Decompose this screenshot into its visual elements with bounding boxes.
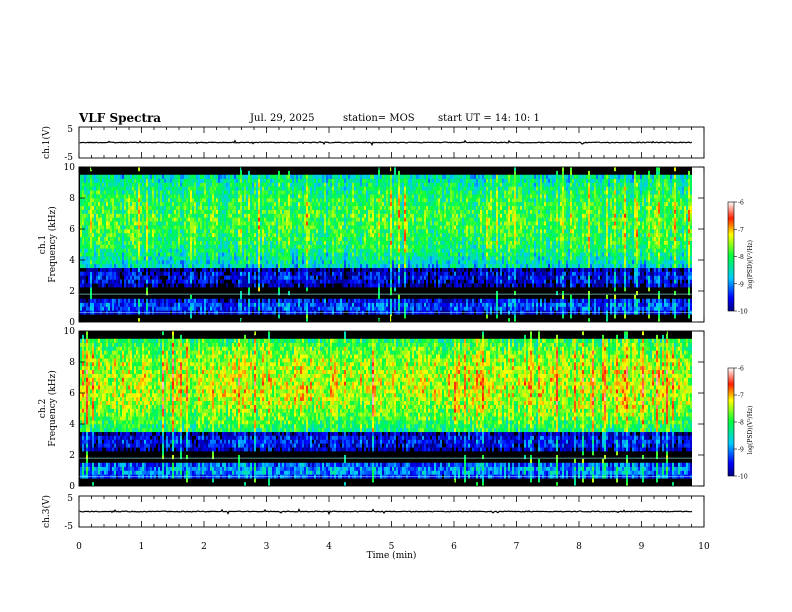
ch2-spectrogram-ytick-label: 10 <box>64 327 76 337</box>
ch3-waveform-ytick-label: 5 <box>67 494 73 504</box>
ch2-spectrogram-colorbar <box>727 367 735 477</box>
ch1-spectrogram-heatmap <box>79 167 704 323</box>
ch2-spectrogram-ytick-label: 6 <box>69 389 75 399</box>
ch1-spectrogram-ytick-label: 8 <box>69 194 75 204</box>
ch1-spectrogram-colorbar-tick-label: -9 <box>738 281 744 288</box>
ch1-waveform-ylabel: ch.1(V) <box>41 126 52 159</box>
ch1-spectrogram-colorbar <box>727 201 735 312</box>
ch1-spectrogram-ytick-label: 0 <box>69 318 75 328</box>
x-tick-label: 7 <box>514 542 520 552</box>
ch1-waveform-ytick-label: -5 <box>64 153 73 163</box>
ch2-spectrogram-colorbar-tick-label: -9 <box>738 447 744 454</box>
ch1-spectrogram-colorbar-tick-label: -6 <box>738 200 744 207</box>
ch1-spectrogram-colorbar-label: log(PSD)(V²/Hz) <box>747 240 754 289</box>
ch2-spectrogram-channel-label: ch.2 <box>38 399 48 418</box>
date-label: Jul. 29, 2025 <box>250 113 315 124</box>
ch3-waveform-trace <box>79 507 693 516</box>
x-axis-label: Time (min) <box>367 550 417 561</box>
ch2-spectrogram-nodata <box>692 331 704 486</box>
ch2-spectrogram-ylabel: Frequency (kHz) <box>47 370 58 447</box>
ch1-spectrogram-colorbar-tick-label: -10 <box>738 309 748 316</box>
x-tick-label: 3 <box>264 542 270 552</box>
ch1-waveform-ytick-label: 5 <box>67 125 73 135</box>
x-tick-label: 4 <box>326 542 332 552</box>
ch2-spectrogram-ytick-label: 0 <box>69 482 75 492</box>
ch3-waveform-ylabel: ch.3(V) <box>41 495 52 528</box>
ch2-spectrogram-colorbar-label: log(PSD)(V²/Hz) <box>747 406 754 455</box>
x-tick-label: 5 <box>389 542 395 552</box>
ch2-spectrogram-ytick-label: 2 <box>69 451 75 461</box>
ch1-spectrogram-ytick-label: 10 <box>64 163 76 173</box>
ch2-spectrogram-colorbar-tick-label: -8 <box>738 420 744 427</box>
ch2-spectrogram-ytick-label: 8 <box>69 358 75 368</box>
ch2-spectrogram-colorbar-tick-label: -6 <box>738 366 744 373</box>
ch1-waveform-trace <box>79 139 693 147</box>
ch2-spectrogram-colorbar-tick-label: -10 <box>738 474 748 481</box>
x-tick-label: 1 <box>139 542 145 552</box>
ch3-waveform-ytick-label: -5 <box>64 522 73 532</box>
start-time-label: start UT = 14: 10: 1 <box>438 113 540 124</box>
ch1-spectrogram-ylabel: Frequency (kHz) <box>47 206 58 283</box>
x-tick-label: 6 <box>451 542 457 552</box>
station-label: station= MOS <box>343 113 415 124</box>
x-tick-label: 9 <box>639 542 645 552</box>
x-tick-label: 0 <box>76 542 82 552</box>
ch1-spectrogram-channel-label: ch.1 <box>38 235 48 254</box>
x-tick-label: 2 <box>201 542 207 552</box>
x-tick-label: 8 <box>576 542 582 552</box>
x-tick-label: 10 <box>698 542 710 552</box>
ch1-spectrogram-ytick-label: 2 <box>69 287 75 297</box>
ch2-spectrogram-heatmap <box>79 331 704 487</box>
ch1-spectrogram-colorbar-tick-label: -8 <box>738 254 744 261</box>
ch1-spectrogram-colorbar-tick-label: -7 <box>738 227 744 234</box>
ch2-spectrogram-ytick-label: 4 <box>69 420 75 430</box>
ch1-spectrogram-ytick-label: 6 <box>69 225 75 235</box>
figure-title: VLF Spectra <box>79 111 161 125</box>
ch1-spectrogram-ytick-label: 4 <box>69 256 75 266</box>
ch2-spectrogram-colorbar-tick-label: -7 <box>738 393 744 400</box>
ch1-spectrogram-nodata <box>692 167 704 322</box>
